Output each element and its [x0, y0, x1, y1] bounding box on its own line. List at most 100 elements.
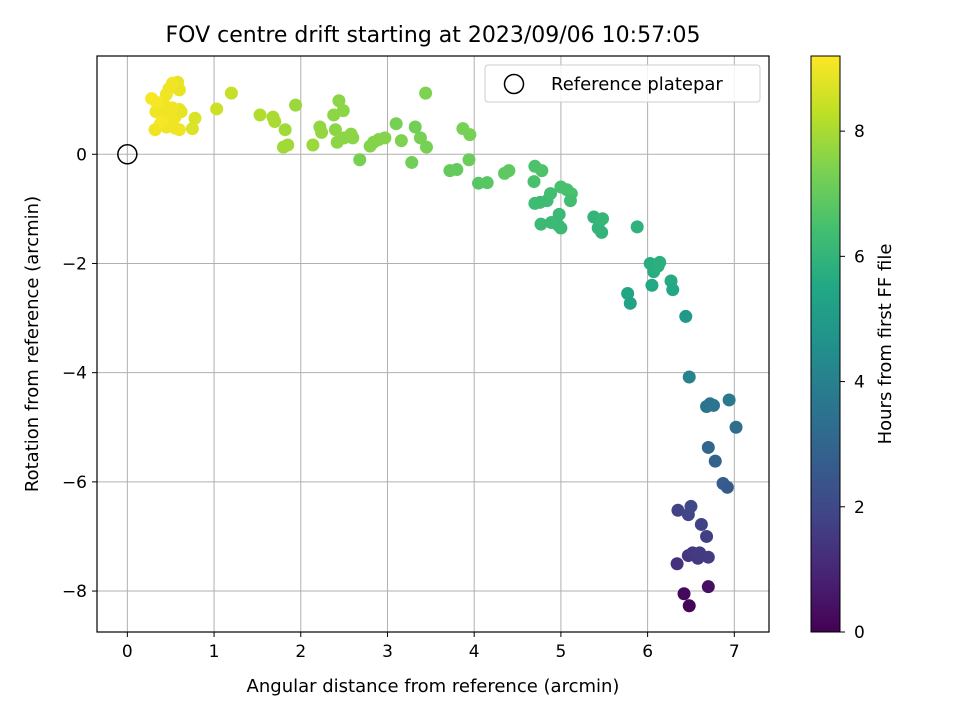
scatter-point — [544, 216, 558, 230]
y-tick-label: −6 — [62, 473, 87, 493]
plot-frame — [96, 55, 770, 633]
scatter-point — [210, 102, 224, 116]
scatter-point — [554, 221, 568, 235]
x-tick-label: 5 — [555, 642, 566, 662]
scatter-point — [701, 440, 715, 454]
scatter-point — [671, 503, 685, 517]
scatter-point — [462, 153, 476, 167]
reference-platepar-marker — [117, 144, 138, 165]
y-tick-label: 0 — [76, 145, 87, 165]
scatter-point — [330, 135, 344, 149]
scatter-point — [336, 104, 350, 118]
y-tick-label: −4 — [62, 364, 87, 384]
legend-box — [484, 64, 761, 103]
scatter-point — [596, 212, 610, 226]
scatter-point — [224, 86, 238, 100]
scatter-point — [708, 454, 722, 468]
colorbar-label: Hours from first FF file — [875, 244, 896, 445]
scatter-points — [145, 75, 743, 613]
scatter-point — [289, 98, 303, 112]
x-tick-label: 1 — [209, 642, 220, 662]
legend-label: Reference platepar — [551, 74, 723, 95]
scatter-point — [172, 123, 186, 137]
scatter-point — [253, 108, 267, 122]
scatter-point — [666, 283, 680, 297]
scatter-point — [682, 599, 696, 613]
scatter-point — [165, 101, 179, 115]
colorbar-tick-label: 2 — [854, 498, 865, 518]
x-axis-label: Angular distance from reference (arcmin) — [247, 676, 620, 697]
chart-title: FOV centre drift starting at 2023/09/06 … — [166, 23, 701, 48]
colorbar-ticks: 0 2 4 6 8 — [840, 122, 865, 643]
legend-marker-icon — [503, 73, 525, 95]
scatter-point — [185, 122, 199, 136]
scatter-point — [722, 393, 736, 407]
scatter-point — [419, 140, 433, 154]
scatter-point — [389, 117, 403, 131]
scatter-point — [645, 278, 659, 292]
scatter-point — [527, 175, 541, 189]
scatter-point — [682, 370, 696, 384]
scatter-point — [480, 176, 494, 190]
colorbar-gradient — [810, 55, 841, 633]
scatter-point — [276, 140, 290, 154]
scatter-point — [552, 207, 566, 221]
scatter-point — [450, 163, 464, 177]
scatter-point — [413, 131, 427, 145]
scatter-point — [707, 398, 721, 412]
scatter-point — [621, 286, 635, 300]
scatter-point — [595, 225, 609, 239]
scatter-point — [394, 134, 408, 148]
scatter-point — [534, 217, 548, 231]
scatter-point — [159, 87, 173, 101]
grid — [97, 56, 769, 632]
colorbar-tick-label: 6 — [854, 247, 865, 267]
scatter-point — [502, 164, 516, 178]
x-tick-label: 2 — [295, 642, 306, 662]
x-axis-ticks: 0 1 2 3 4 5 6 7 — [122, 632, 740, 662]
scatter-point — [653, 255, 667, 269]
scatter-point — [150, 95, 164, 109]
colorbar-tick-label: 4 — [854, 373, 865, 393]
y-tick-label: −8 — [62, 582, 87, 602]
x-tick-label: 4 — [469, 642, 480, 662]
scatter-point — [188, 111, 202, 125]
colorbar-tick-label: 0 — [854, 623, 865, 643]
scatter-point — [729, 420, 743, 434]
x-tick-label: 0 — [122, 642, 133, 662]
scatter-point — [419, 86, 433, 100]
scatter-point — [405, 155, 419, 169]
y-axis-ticks: 0 −2 −4 −6 −8 — [62, 145, 97, 602]
scatter-point — [720, 480, 734, 494]
scatter-point — [155, 115, 169, 129]
scatter-point — [463, 128, 477, 142]
legend: Reference platepar — [484, 64, 761, 103]
scatter-point — [543, 187, 557, 201]
colorbar-tick-label: 8 — [854, 122, 865, 142]
scatter-point — [701, 580, 715, 594]
scatter-point — [535, 164, 549, 178]
colorbar: 0 2 4 6 8 Hours from first FF file — [810, 55, 896, 643]
scatter-point — [679, 309, 693, 323]
scatter-point — [684, 499, 698, 513]
scatter-point — [268, 115, 282, 129]
scatter-point — [332, 94, 346, 108]
scatter-point — [278, 123, 292, 137]
y-tick-label: −2 — [62, 254, 87, 274]
scatter-point — [623, 296, 637, 310]
scatter-point — [328, 123, 342, 137]
scatter-point — [630, 220, 644, 234]
scatter-point — [306, 138, 320, 152]
scatter-point — [315, 125, 329, 139]
scatter-point — [694, 517, 708, 531]
scatter-point — [701, 550, 715, 564]
x-tick-label: 6 — [642, 642, 653, 662]
y-axis-label: Rotation from reference (arcmin) — [22, 196, 43, 492]
scatter-point — [700, 529, 714, 543]
scatter-point — [670, 557, 684, 571]
x-tick-label: 3 — [382, 642, 393, 662]
scatter-point — [353, 153, 367, 167]
x-tick-label: 7 — [729, 642, 740, 662]
scatter-point — [378, 131, 392, 145]
